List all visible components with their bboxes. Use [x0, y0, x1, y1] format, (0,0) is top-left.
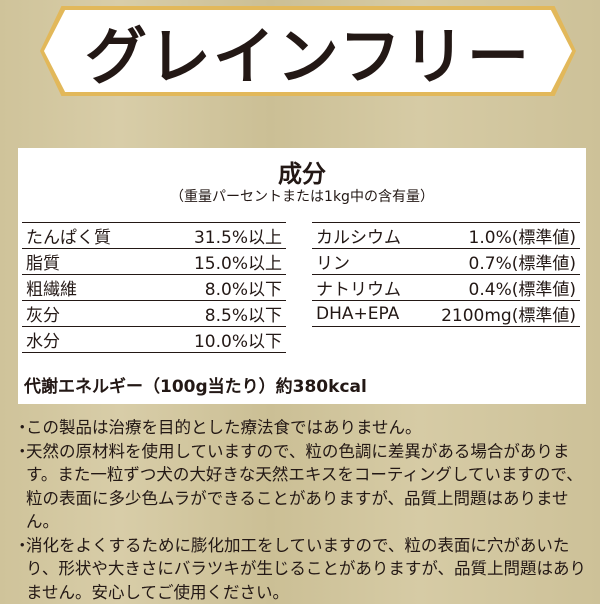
note-text: この製品は治療を目的とした療法食ではありません。 [26, 418, 422, 437]
note-item: ・消化をよくするために膨化加工をしていますので、粒の表面に穴があいたり、形状や大… [14, 534, 594, 604]
panel-title: 成分 [18, 154, 586, 189]
panel-subtitle: （重量パーセントまたは1kg中の含有量） [18, 186, 586, 206]
nutrient-name: 粗繊維 [22, 275, 152, 301]
title-banner: グレインフリー [40, 6, 576, 96]
nutrient-value: 31.5%以上 [152, 223, 286, 249]
nutrient-value: 0.7%(標準値) [418, 249, 580, 275]
bullet: ・ [14, 416, 31, 440]
nutrient-value: 10.0%以下 [152, 327, 286, 353]
note-item: ・この製品は治療を目的とした療法食ではありません。 [14, 416, 594, 440]
nutrient-value: 8.5%以下 [152, 301, 286, 327]
nutrient-name: ナトリウム [312, 275, 418, 301]
nutrient-name: たんぱく質 [22, 223, 152, 249]
bullet: ・ [14, 440, 31, 464]
nutrient-value: 8.0%以下 [152, 275, 286, 301]
notes-list: ・この製品は治療を目的とした療法食ではありません。 ・天然の原材料を使用していま… [14, 416, 594, 604]
nutrient-name: 灰分 [22, 301, 152, 327]
nutrient-value: 1.0%(標準値) [418, 223, 580, 249]
nutrient-name: カルシウム [312, 223, 418, 249]
nutrient-name: 脂質 [22, 249, 152, 275]
bullet: ・ [14, 534, 31, 558]
nutrient-name: 水分 [22, 327, 152, 353]
nutrient-value: 2100mg(標準値) [418, 301, 580, 327]
nutrient-name: リン [312, 249, 418, 275]
note-text: 天然の原材料を使用していますので、粒の色調に差異がある場合があります。また一粒ず… [26, 442, 583, 532]
nutrient-name: DHA+EPA [312, 301, 418, 327]
nutrient-value: 0.4%(標準値) [418, 275, 580, 301]
energy-value: 代謝エネルギー（100g当たり）約380kcal [24, 372, 367, 397]
banner-title: グレインフリー [85, 6, 531, 96]
note-text: 消化をよくするために膨化加工をしていますので、粒の表面に穴があいたり、形状や大き… [26, 536, 586, 602]
note-item: ・天然の原材料を使用していますので、粒の色調に差異がある場合があります。また一粒… [14, 440, 594, 534]
nutrient-value: 15.0%以上 [152, 249, 286, 275]
